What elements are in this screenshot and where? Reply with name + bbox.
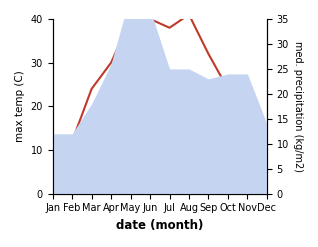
Y-axis label: med. precipitation (kg/m2): med. precipitation (kg/m2): [293, 41, 303, 172]
X-axis label: date (month): date (month): [116, 219, 204, 232]
Y-axis label: max temp (C): max temp (C): [15, 70, 25, 142]
